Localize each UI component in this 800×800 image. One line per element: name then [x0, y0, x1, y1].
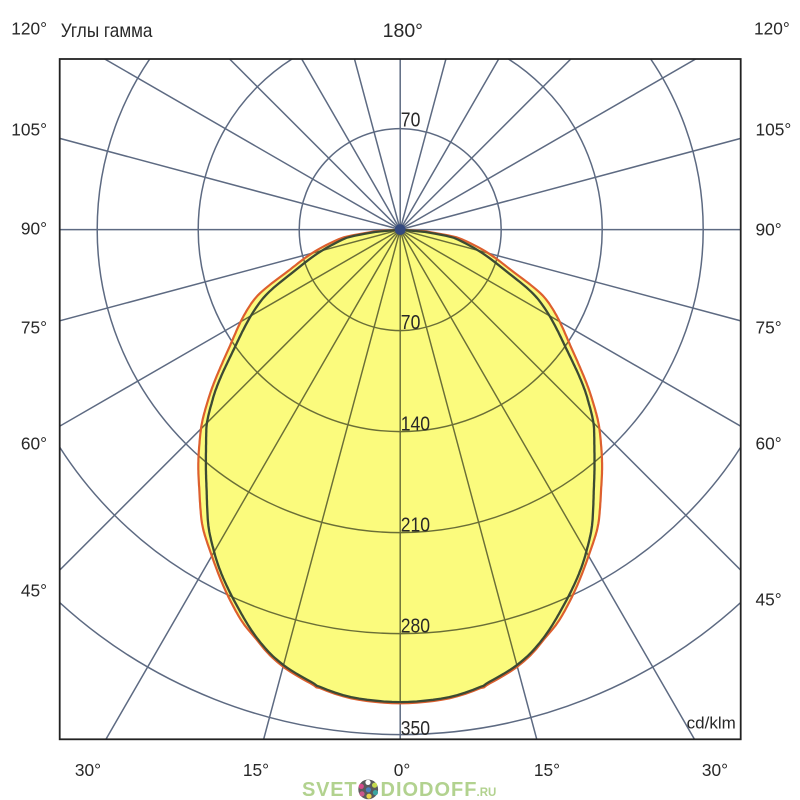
svg-text:105°: 105°: [11, 120, 47, 140]
svg-text:cd/klm: cd/klm: [687, 714, 736, 733]
svg-text:105°: 105°: [756, 120, 792, 140]
svg-text:90°: 90°: [21, 219, 47, 239]
svg-text:90°: 90°: [756, 220, 782, 240]
svg-text:75°: 75°: [756, 318, 782, 338]
svg-text:15°: 15°: [243, 760, 269, 780]
svg-text:350: 350: [401, 717, 430, 739]
svg-text:70: 70: [401, 108, 421, 130]
svg-text:DIODOFF: DIODOFF: [381, 779, 478, 800]
svg-text:60°: 60°: [21, 434, 47, 454]
svg-text:0°: 0°: [394, 760, 411, 780]
svg-text:280: 280: [401, 615, 430, 637]
svg-text:45°: 45°: [756, 589, 782, 609]
svg-text:140: 140: [401, 413, 430, 435]
svg-text:120°: 120°: [754, 19, 790, 39]
svg-text:180°: 180°: [383, 20, 423, 42]
svg-text:SVET: SVET: [302, 779, 357, 800]
svg-text:45°: 45°: [21, 580, 47, 600]
svg-text:.RU: .RU: [477, 787, 497, 799]
svg-text:30°: 30°: [702, 760, 728, 780]
svg-text:120°: 120°: [11, 19, 47, 39]
svg-text:60°: 60°: [756, 433, 782, 453]
svg-text:70: 70: [401, 311, 421, 333]
svg-text:Углы гамма: Углы гамма: [61, 19, 153, 41]
svg-text:15°: 15°: [534, 760, 560, 780]
svg-text:30°: 30°: [75, 760, 101, 780]
svg-text:210: 210: [401, 514, 430, 536]
svg-text:75°: 75°: [21, 318, 47, 338]
